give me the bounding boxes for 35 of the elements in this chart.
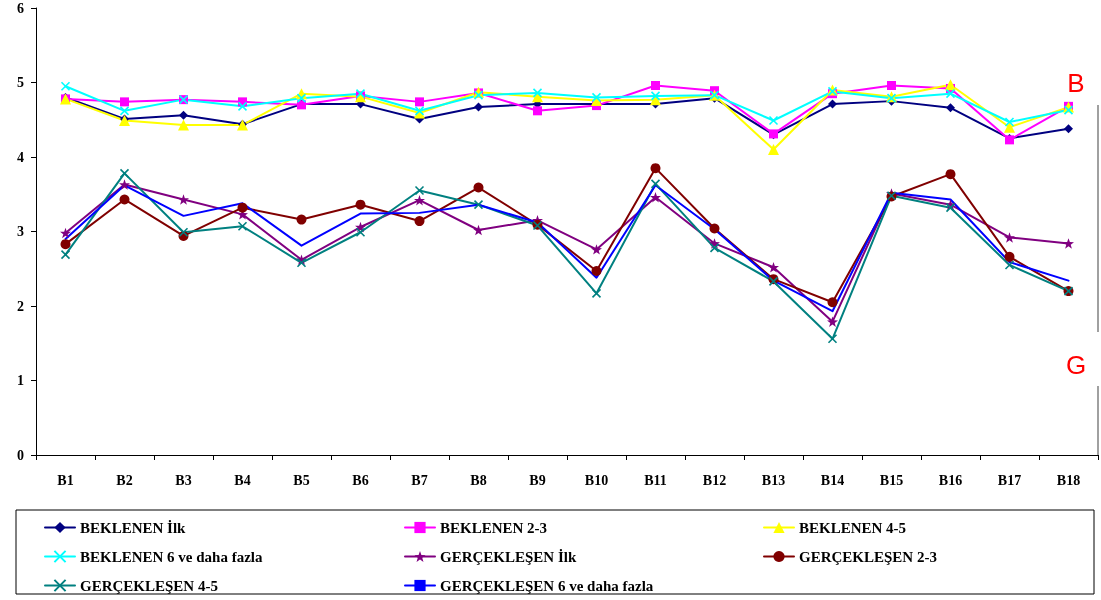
x-tick-label: B6: [352, 472, 369, 488]
y-tick-label: 0: [17, 447, 24, 463]
x-tick-label: B16: [938, 472, 963, 488]
legend-label: GERÇEKLEŞEN 6 ve daha fazla: [440, 577, 654, 594]
x-tick-label: B14: [820, 472, 845, 488]
y-tick-label: 4: [17, 149, 24, 165]
legend-label: GERÇEKLEŞEN 4-5: [80, 577, 218, 594]
y-tick-label: 5: [17, 75, 24, 90]
x-tick-label: B10: [584, 472, 609, 488]
x-tick-label: B13: [761, 472, 786, 488]
legend-label: BEKLENEN 6 ve daha fazla: [80, 548, 264, 565]
x-tick-label: B1: [57, 472, 74, 488]
annotation: B: [1067, 68, 1085, 98]
x-tick-label: B8: [470, 472, 487, 488]
legend-label: GERÇEKLEŞEN 2-3: [799, 548, 937, 565]
y-tick-label: 1: [17, 373, 24, 388]
x-tick-label: B18: [1056, 472, 1081, 488]
y-tick-label: 3: [17, 224, 24, 239]
x-tick-label: B7: [411, 472, 428, 488]
x-tick-label: B11: [644, 472, 667, 488]
legend-label: BEKLENEN İlk: [80, 519, 187, 536]
y-tick-label: 6: [17, 0, 24, 16]
legend-label: BEKLENEN 2-3: [440, 519, 548, 536]
x-tick-label: B17: [997, 472, 1022, 488]
y-tick-label: 2: [17, 298, 24, 314]
x-tick-label: B9: [529, 472, 546, 488]
x-tick-label: B12: [702, 472, 727, 488]
annotation: G: [1065, 350, 1087, 380]
x-tick-label: B15: [879, 472, 904, 488]
legend-label: GERÇEKLEŞEN İlk: [440, 548, 577, 565]
legend-label: BEKLENEN 4-5: [799, 519, 907, 536]
x-tick-label: B2: [116, 472, 133, 488]
x-tick-label: B3: [175, 472, 192, 488]
x-tick-label: B5: [293, 472, 310, 488]
x-tick-label: B4: [234, 472, 251, 488]
